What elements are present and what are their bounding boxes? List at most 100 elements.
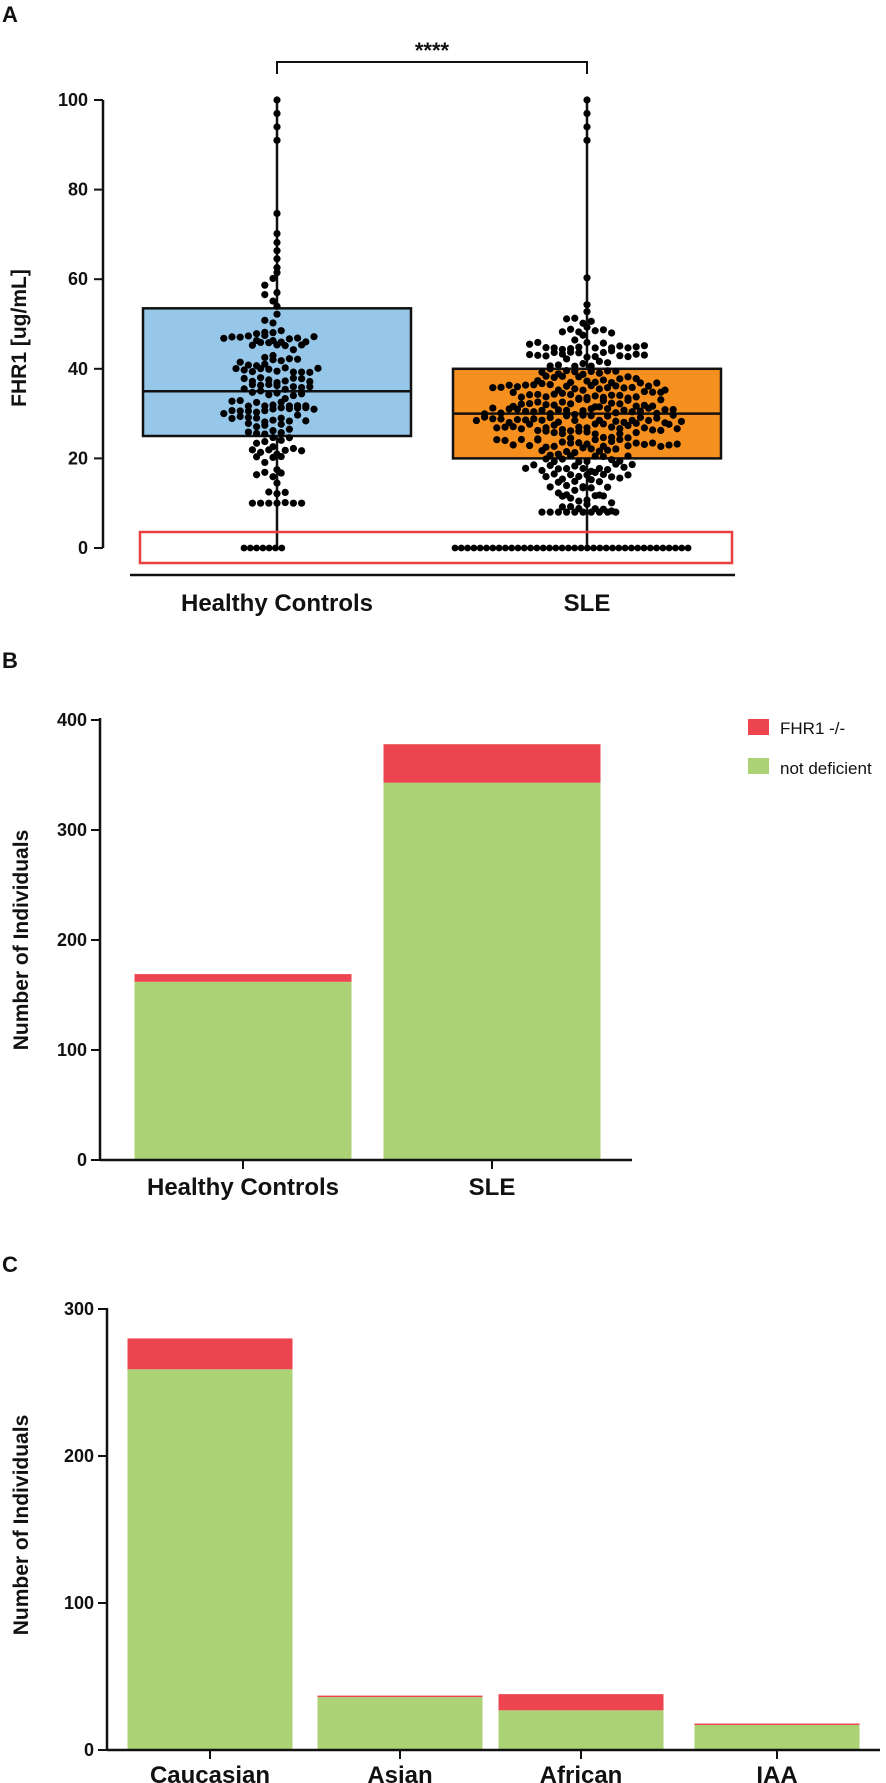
data-point-sle [591,378,599,386]
data-point-sle [546,362,554,370]
significance-label: **** [415,38,450,63]
data-point-sle [616,391,624,399]
data-point-healthy-controls [281,377,289,385]
data-point-healthy-controls [253,398,261,407]
data-point-sle [505,381,513,389]
data-point-sle [595,478,604,486]
data-point-healthy-controls [273,247,281,255]
data-point-sle [640,351,649,359]
data-point-sle [554,465,563,473]
data-point-healthy-controls [232,364,240,373]
data-point-sle [567,427,575,435]
data-point-healthy-controls [285,425,293,433]
zero-point-sle [621,544,629,552]
data-point-sle [628,383,636,392]
data-point-healthy-controls [277,420,285,428]
data-point-sle [546,381,554,389]
data-point-healthy-controls [248,446,256,454]
data-point-sle [563,491,571,499]
data-point-sle [616,457,624,465]
zero-point-sle [628,544,635,552]
zero-point-sle [653,544,660,552]
data-point-healthy-controls [265,488,273,496]
chart-a-y-tick-label: 100 [58,90,88,110]
data-point-sle [608,433,616,442]
data-point-healthy-controls [228,406,236,415]
zero-point-sle [552,544,560,552]
data-point-sle [636,413,645,422]
data-point-sle [567,471,575,479]
zero-point-sle [646,544,654,552]
data-point-healthy-controls [273,238,281,247]
data-point-sle [599,376,608,384]
data-point-healthy-controls [281,394,289,403]
data-point-sle [526,391,534,399]
data-point-sle [616,435,624,444]
zero-point-sle [489,544,497,552]
data-point-healthy-controls [273,229,281,238]
data-point-sle [546,451,554,459]
data-point-sle [575,439,583,447]
data-point-sle [583,301,591,309]
data-point-sle [591,452,599,460]
data-point-sle [554,450,563,458]
data-point-sle [653,379,661,387]
data-point-healthy-controls [236,358,244,366]
data-point-sle [595,491,604,499]
data-point-sle [534,398,542,406]
data-point-healthy-controls [253,408,261,416]
data-point-sle [657,426,665,435]
data-point-healthy-controls [220,409,228,418]
data-point-healthy-controls [253,330,261,338]
data-point-sle [645,382,653,390]
data-point-sle [554,386,563,394]
zero-point-sle [672,544,679,552]
data-point-sle [649,426,657,434]
data-point-sle [546,483,554,491]
chart-c-x-label-african: African [540,1762,623,1783]
data-point-sle [558,503,567,511]
data-point-sle [534,390,542,399]
zero-point-sle [577,544,585,552]
data-point-sle [632,343,640,351]
data-point-sle [624,353,632,361]
data-point-sle [677,417,686,426]
data-point-sle [649,388,657,396]
data-point-sle [538,406,546,414]
data-point-sle [563,406,571,414]
data-point-sle [558,425,567,434]
data-point-sle [517,393,526,401]
data-point-sle [558,438,567,446]
data-point-sle [583,338,591,347]
data-point-sle [513,416,522,424]
data-point-healthy-controls [269,433,277,442]
data-point-sle [599,470,608,479]
data-point-sle [612,409,620,417]
chart-b-y-label: Number of Individuals [10,830,33,1051]
data-point-healthy-controls [269,473,277,481]
data-point-sle [608,456,616,464]
data-point-sle [575,423,583,431]
data-point-healthy-controls [257,387,265,395]
data-point-sle [649,402,657,410]
zero-point-sle [495,544,503,552]
data-point-sle [591,352,599,361]
data-point-sle [632,393,640,401]
data-point-healthy-controls [273,264,281,272]
data-point-sle [497,409,505,417]
zero-point-sle [470,544,478,552]
chart-a-y-label: FHR1 [ug/mL] [8,269,31,407]
data-point-sle [624,442,632,450]
data-point-healthy-controls [306,383,314,391]
chart-a-y-tick-label: 60 [68,269,88,289]
data-point-healthy-controls [289,368,297,376]
data-point-sle [542,424,550,432]
zero-point-sle [464,544,471,552]
chart-a-x-label-sle: SLE [564,590,611,617]
data-point-healthy-controls [265,365,273,373]
data-point-sle [575,349,583,357]
data-point-sle [587,412,595,420]
data-point-sle [628,416,636,424]
zero-point-healthy-controls [246,544,254,552]
data-point-sle [616,400,624,408]
